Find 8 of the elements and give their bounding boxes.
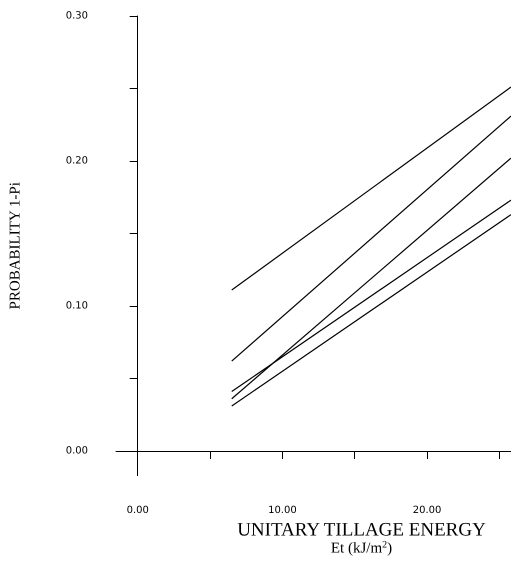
y-tick-label: 0.30 bbox=[66, 10, 88, 22]
y-axis-title: PROBABILITY 1-Pi bbox=[8, 182, 24, 310]
x-tick-label: 0.00 bbox=[126, 505, 149, 516]
y-tick-label: 0.10 bbox=[66, 300, 88, 312]
y-tick-label: 0.00 bbox=[66, 445, 88, 456]
y-tick-label: 0.20 bbox=[66, 155, 88, 166]
x-tick-label: 10.00 bbox=[268, 505, 297, 516]
x-tick-label: 20.00 bbox=[412, 505, 442, 516]
